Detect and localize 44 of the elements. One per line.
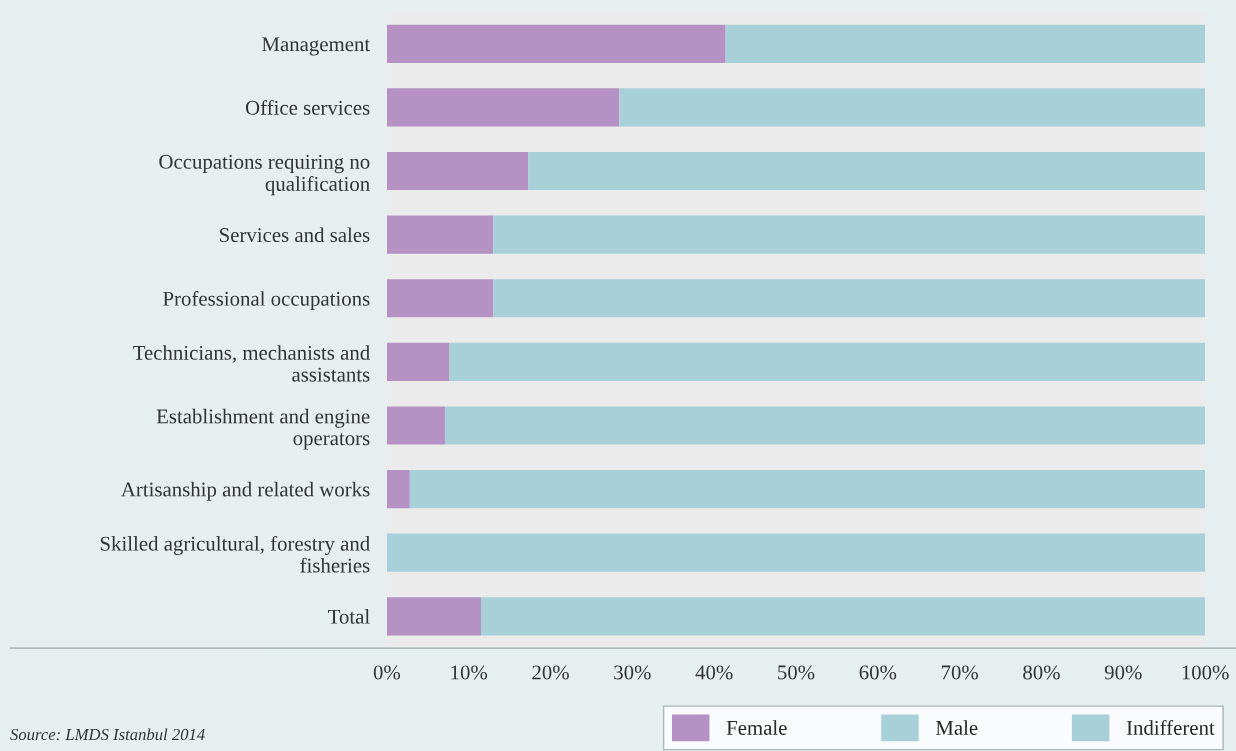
bar xyxy=(449,342,1206,381)
bar xyxy=(409,470,1206,509)
bar xyxy=(528,151,1206,191)
x-tick-label: 30% xyxy=(614,665,651,680)
y-tick-label: Technicians, mechanists and assistants xyxy=(133,345,370,382)
y-tick-label: Occupations requiring no qualification xyxy=(159,154,370,196)
bar xyxy=(444,406,1206,445)
y-tick-label: Services and sales xyxy=(220,227,370,243)
x-tick-label: 10% xyxy=(451,665,488,680)
bar xyxy=(493,215,1206,254)
bar xyxy=(386,24,726,63)
bar xyxy=(386,597,481,636)
x-tick-label: 100% xyxy=(1182,665,1229,680)
legend-label: Female xyxy=(726,720,787,735)
x-tick-label: 50% xyxy=(778,665,815,680)
source-note: Source: LMDS Istanbul 2014 xyxy=(10,728,205,741)
bar xyxy=(480,597,1206,636)
y-tick-label: Professional occupations xyxy=(163,290,370,311)
bar xyxy=(386,215,494,254)
x-tick-label: 70% xyxy=(941,665,979,680)
bar xyxy=(386,151,529,191)
y-tick-label: Artisanship and related works xyxy=(121,481,370,501)
bar xyxy=(386,406,445,445)
bar xyxy=(386,88,620,127)
x-tick-label: 0% xyxy=(373,665,401,680)
y-tick-label: Total xyxy=(328,609,370,624)
bar xyxy=(386,533,1206,572)
bar xyxy=(725,24,1206,63)
y-tick-label: Office services xyxy=(245,99,370,115)
y-tick-label: Management xyxy=(262,37,371,56)
x-tick-label: 80% xyxy=(1023,665,1060,680)
bar xyxy=(619,88,1206,127)
x-tick-label: 20% xyxy=(532,665,569,680)
bar xyxy=(386,342,450,381)
x-tick-label: 90% xyxy=(1104,665,1142,680)
x-tick-label: 40% xyxy=(695,665,733,680)
bar xyxy=(386,470,410,509)
x-tick-label: 60% xyxy=(859,665,897,680)
y-tick-label: Establishment and engine operators xyxy=(156,408,370,450)
bar xyxy=(493,279,1206,318)
bar xyxy=(386,279,494,318)
legend-label: Indifferent xyxy=(1126,720,1215,735)
y-tick-label: Skilled agricultural, forestry and fisheries xyxy=(100,535,370,573)
legend-label: Male xyxy=(935,720,978,735)
